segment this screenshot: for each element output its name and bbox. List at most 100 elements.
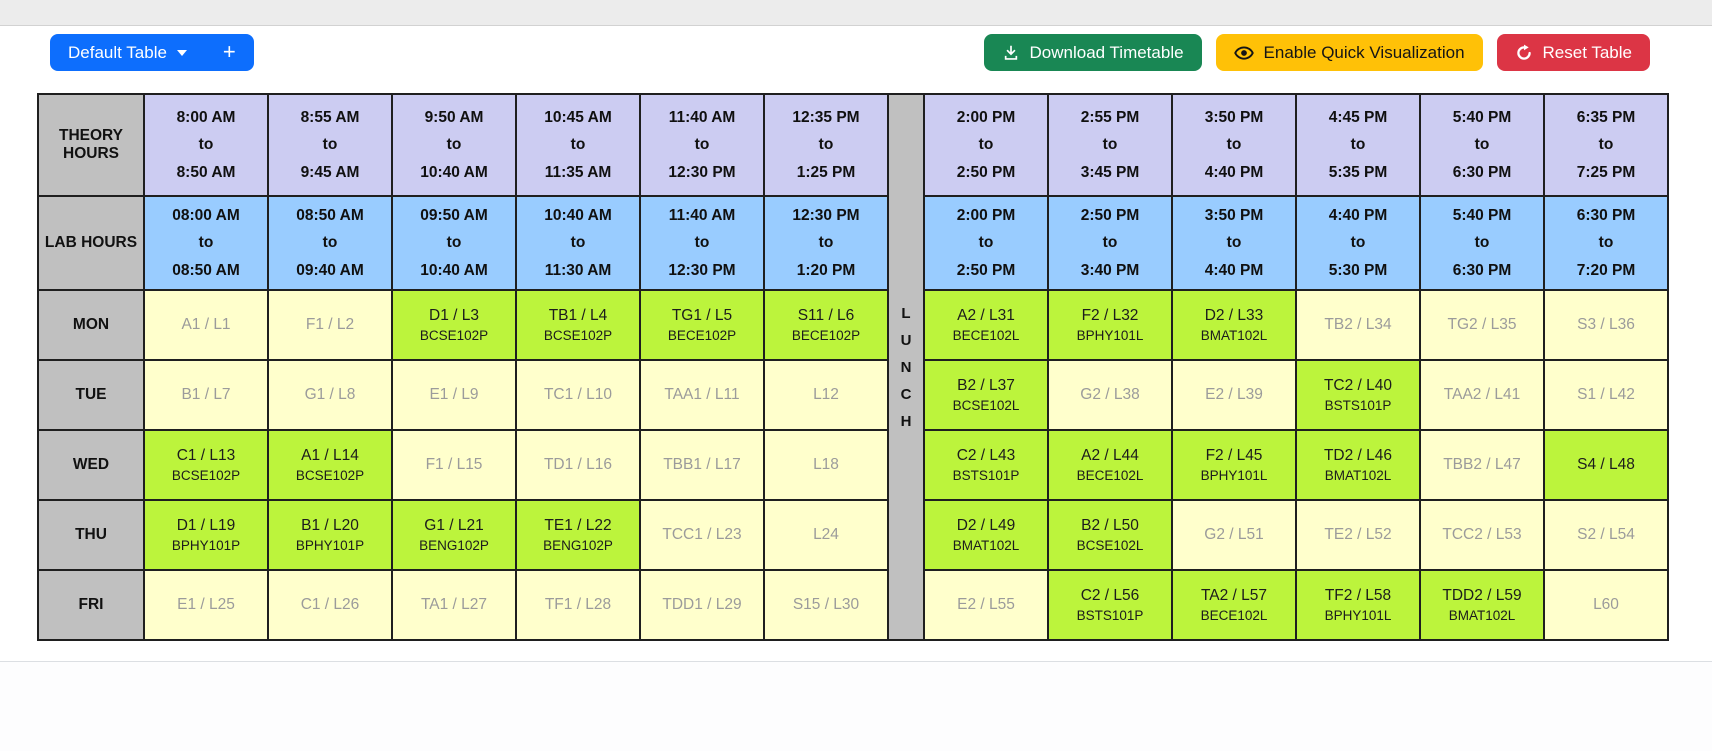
slot-cell[interactable]: G2 / L51 bbox=[1171, 499, 1297, 572]
slot-cell[interactable]: TF2 / L58 BPHY101L bbox=[1295, 569, 1421, 642]
slot-cell[interactable]: TC2 / L40 BSTS101P bbox=[1295, 359, 1421, 432]
slot-cell[interactable]: F1 / L2 bbox=[267, 289, 393, 362]
to-label: to bbox=[694, 136, 710, 154]
slot-cell[interactable]: TDD1 / L29 bbox=[639, 569, 765, 642]
course-code: BPHY101P bbox=[171, 538, 241, 554]
slot-cell[interactable]: TF1 / L28 bbox=[515, 569, 641, 642]
slot-cell[interactable]: G1 / L21 BENG102P bbox=[391, 499, 517, 572]
slot-cell[interactable]: TA1 / L27 bbox=[391, 569, 517, 642]
course-code: BENG102P bbox=[419, 538, 489, 554]
theory-slot-header: 3:50 PM to 4:40 PM bbox=[1171, 93, 1297, 198]
slot-cell[interactable]: TDD2 / L59 BMAT102L bbox=[1419, 569, 1545, 642]
slot-cell[interactable]: TD2 / L46 BMAT102L bbox=[1295, 429, 1421, 502]
slot-cell[interactable]: C1 / L26 bbox=[267, 569, 393, 642]
slot-cell[interactable]: C2 / L43 BSTS101P bbox=[923, 429, 1049, 502]
slot-cell[interactable]: A1 / L1 bbox=[143, 289, 269, 362]
slot-label: TDD2 / L59 bbox=[1442, 587, 1522, 605]
course-code: BMAT102L bbox=[1448, 608, 1516, 624]
slot-cell[interactable]: TBB1 / L17 bbox=[639, 429, 765, 502]
slot-cell[interactable]: L18 bbox=[763, 429, 889, 502]
slot-label: S2 / L54 bbox=[1577, 526, 1635, 544]
slot-label: E2 / L55 bbox=[957, 596, 1015, 614]
slot-cell[interactable]: S4 / L48 bbox=[1543, 429, 1669, 502]
slot-cell[interactable]: TB2 / L34 bbox=[1295, 289, 1421, 362]
slot-cell[interactable]: E2 / L39 bbox=[1171, 359, 1297, 432]
slot-cell[interactable]: F2 / L32 BPHY101L bbox=[1047, 289, 1173, 362]
slot-cell[interactable]: TE1 / L22 BENG102P bbox=[515, 499, 641, 572]
slot-cell[interactable]: TAA1 / L11 bbox=[639, 359, 765, 432]
slot-label: TF1 / L28 bbox=[544, 596, 612, 614]
download-label: Download Timetable bbox=[1029, 43, 1184, 62]
course-code: BCSE102P bbox=[295, 468, 365, 484]
end-time: 9:45 AM bbox=[300, 164, 360, 182]
theory-slot-header: 5:40 PM to 6:30 PM bbox=[1419, 93, 1545, 198]
slot-label: TC2 / L40 bbox=[1323, 377, 1393, 395]
table-selector-button[interactable]: Default Table bbox=[50, 34, 205, 72]
slot-cell[interactable]: TG1 / L5 BECE102P bbox=[639, 289, 765, 362]
slot-cell[interactable]: B1 / L20 BPHY101P bbox=[267, 499, 393, 572]
end-time: 11:30 AM bbox=[544, 262, 612, 280]
slot-cell[interactable]: F2 / L45 BPHY101L bbox=[1171, 429, 1297, 502]
slot-label: F1 / L15 bbox=[425, 456, 483, 474]
slot-cell[interactable]: A2 / L44 BECE102L bbox=[1047, 429, 1173, 502]
to-label: to bbox=[198, 234, 214, 252]
slot-cell[interactable]: L60 bbox=[1543, 569, 1669, 642]
slot-cell[interactable]: C2 / L56 BSTS101P bbox=[1047, 569, 1173, 642]
slot-cell[interactable]: TB1 / L4 BCSE102P bbox=[515, 289, 641, 362]
slot-cell[interactable]: A2 / L31 BECE102L bbox=[923, 289, 1049, 362]
slot-cell[interactable]: D2 / L33 BMAT102L bbox=[1171, 289, 1297, 362]
slot-cell[interactable]: A1 / L14 BCSE102P bbox=[267, 429, 393, 502]
course-code: BCSE102L bbox=[952, 398, 1020, 414]
to-label: to bbox=[446, 234, 462, 252]
slot-cell[interactable]: S2 / L54 bbox=[1543, 499, 1669, 572]
slot-cell[interactable]: S11 / L6 BECE102P bbox=[763, 289, 889, 362]
slot-label: TA1 / L27 bbox=[420, 596, 488, 614]
table-selector-group: Default Table + bbox=[50, 34, 254, 72]
slot-cell[interactable]: TBB2 / L47 bbox=[1419, 429, 1545, 502]
slot-cell[interactable]: D2 / L49 BMAT102L bbox=[923, 499, 1049, 572]
slot-label: TG1 / L5 bbox=[671, 307, 733, 325]
slot-cell[interactable]: B1 / L7 bbox=[143, 359, 269, 432]
slot-cell[interactable]: B2 / L50 BCSE102L bbox=[1047, 499, 1173, 572]
slot-cell[interactable]: D1 / L3 BCSE102P bbox=[391, 289, 517, 362]
end-time: 10:40 AM bbox=[420, 164, 488, 182]
slot-cell[interactable]: TCC1 / L23 bbox=[639, 499, 765, 572]
theory-slot-header: 11:40 AM to 12:30 PM bbox=[639, 93, 765, 198]
slot-label: TB1 / L4 bbox=[548, 307, 608, 325]
slot-cell[interactable]: TD1 / L16 bbox=[515, 429, 641, 502]
slot-cell[interactable]: S15 / L30 bbox=[763, 569, 889, 642]
slot-cell[interactable]: E1 / L9 bbox=[391, 359, 517, 432]
slot-cell[interactable]: E1 / L25 bbox=[143, 569, 269, 642]
to-label: to bbox=[1102, 234, 1118, 252]
slot-cell[interactable]: TG2 / L35 bbox=[1419, 289, 1545, 362]
theory-slot-header: 2:00 PM to 2:50 PM bbox=[923, 93, 1049, 198]
slot-cell[interactable]: G2 / L38 bbox=[1047, 359, 1173, 432]
add-table-button[interactable]: + bbox=[204, 34, 254, 72]
slot-cell[interactable]: TCC2 / L53 bbox=[1419, 499, 1545, 572]
slot-cell[interactable]: TE2 / L52 bbox=[1295, 499, 1421, 572]
slot-cell[interactable]: TAA2 / L41 bbox=[1419, 359, 1545, 432]
slot-cell[interactable]: B2 / L37 BCSE102L bbox=[923, 359, 1049, 432]
quick-visualization-button[interactable]: Enable Quick Visualization bbox=[1215, 34, 1483, 72]
to-label: to bbox=[446, 136, 462, 154]
slot-cell[interactable]: TA2 / L57 BECE102L bbox=[1171, 569, 1297, 642]
slot-cell[interactable]: S1 / L42 bbox=[1543, 359, 1669, 432]
slot-label: G2 / L51 bbox=[1204, 526, 1264, 544]
end-time: 10:40 AM bbox=[420, 262, 488, 280]
reset-table-button[interactable]: Reset Table bbox=[1496, 34, 1650, 72]
slot-cell[interactable]: G1 / L8 bbox=[267, 359, 393, 432]
slot-cell[interactable]: L24 bbox=[763, 499, 889, 572]
slot-label: F2 / L45 bbox=[1205, 447, 1263, 465]
slot-cell[interactable]: F1 / L15 bbox=[391, 429, 517, 502]
download-timetable-button[interactable]: Download Timetable bbox=[983, 34, 1202, 72]
slot-label: TAA1 / L11 bbox=[664, 386, 740, 404]
slot-cell[interactable]: C1 / L13 BCSE102P bbox=[143, 429, 269, 502]
slot-cell[interactable]: S3 / L36 bbox=[1543, 289, 1669, 362]
slot-cell[interactable]: TC1 / L10 bbox=[515, 359, 641, 432]
slot-cell[interactable]: L12 bbox=[763, 359, 889, 432]
course-code: BPHY101L bbox=[1324, 608, 1392, 624]
slot-cell[interactable]: D1 / L19 BPHY101P bbox=[143, 499, 269, 572]
slot-label: TB2 / L34 bbox=[1324, 316, 1392, 334]
plus-icon: + bbox=[222, 38, 236, 64]
slot-cell[interactable]: E2 / L55 bbox=[923, 569, 1049, 642]
